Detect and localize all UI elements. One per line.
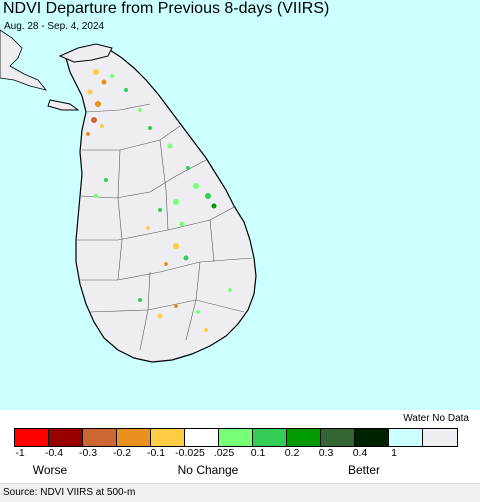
- mannar-island: [47, 99, 80, 111]
- legend-tick-label: -0.4: [44, 447, 64, 459]
- legend-swatch: [185, 429, 219, 446]
- legend-tick-label: -0.1: [146, 447, 166, 459]
- legend-swatch: [355, 429, 389, 446]
- india-coastline: [0, 29, 48, 91]
- legend-swatch: [151, 429, 185, 446]
- legend-tick-label: 0.2: [284, 447, 300, 459]
- legend-swatch: [49, 429, 83, 446]
- legend-category-better: Better: [347, 463, 381, 477]
- legend-category-worse: Worse: [32, 463, 68, 477]
- district-boundaries: [76, 103, 253, 351]
- legend-swatch: [253, 429, 287, 446]
- island-outline: [65, 45, 257, 363]
- legend: Water No Data -1 -0.4 -0.3 -0.2 -0.1 -0.025 .0…: [0, 410, 480, 482]
- legend-swatch: [15, 429, 49, 446]
- source-text: Source: NDVI VIIRS at 500-m: [3, 487, 136, 498]
- legend-tick-label: 0.4: [352, 447, 368, 459]
- legend-tick-label: -0.3: [78, 447, 98, 459]
- map-title: NDVI Departure from Previous 8-days (VII…: [3, 0, 330, 17]
- source-bar: Source: NDVI VIIRS at 500-m: [0, 483, 480, 502]
- jaffna-peninsula: [58, 43, 113, 63]
- map-subtitle: Aug. 28 - Sep. 4, 2024: [4, 21, 105, 32]
- legend-swatch: [423, 429, 457, 446]
- legend-swatch: [117, 429, 151, 446]
- legend-tick-label: 0.3: [318, 447, 334, 459]
- sri-lanka-map: [0, 29, 257, 363]
- legend-category-no-change: No Change: [177, 463, 239, 477]
- legend-tick-label: 1: [391, 447, 397, 459]
- legend-tick-label: 0.1: [250, 447, 266, 459]
- legend-swatch: [287, 429, 321, 446]
- water-no-data-label: Water No Data: [403, 413, 469, 424]
- legend-tick-label: -0.2: [112, 447, 132, 459]
- legend-swatch: [321, 429, 355, 446]
- legend-tick-label: .025: [213, 447, 235, 459]
- legend-swatch: [83, 429, 117, 446]
- legend-tick-label: -0.025: [175, 447, 205, 459]
- legend-swatch: [389, 429, 423, 446]
- legend-swatch: [219, 429, 253, 446]
- ndvi-anomaly-speckles: [86, 69, 232, 332]
- map-area: NDVI Departure from Previous 8-days (VII…: [0, 0, 480, 410]
- legend-swatches: [14, 428, 458, 447]
- legend-tick-label: -1: [15, 447, 25, 459]
